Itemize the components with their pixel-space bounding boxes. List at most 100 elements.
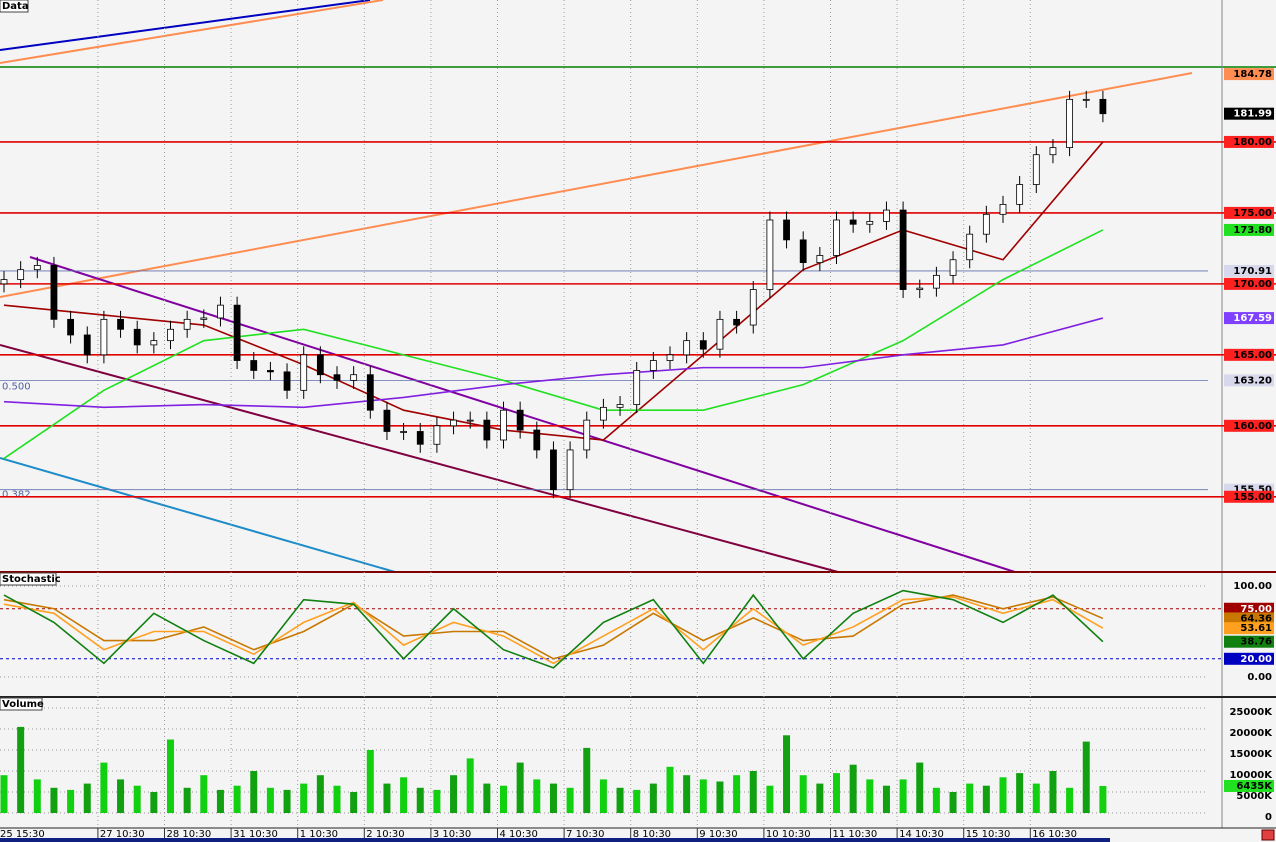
candle-body [766, 219, 774, 290]
trendline [0, 344, 839, 573]
candle-body [583, 419, 591, 451]
candle-body [217, 304, 224, 319]
bar [1099, 785, 1107, 814]
axis-label-box [1224, 419, 1274, 432]
axis-label-box [1224, 135, 1274, 148]
bar [433, 789, 441, 814]
candle-body [749, 289, 757, 326]
candle-body [866, 221, 874, 225]
candle-body [150, 340, 158, 346]
candle-body [316, 354, 324, 376]
bar [833, 773, 840, 814]
trendline [0, 0, 384, 64]
bar [117, 779, 125, 814]
candle-body [233, 304, 241, 361]
candle-body [933, 274, 940, 289]
bar [200, 775, 208, 814]
axis-label-box [1224, 264, 1274, 277]
x-tick-label: 31 10:30 [233, 829, 278, 840]
bar [616, 787, 624, 814]
candle-body [833, 219, 840, 256]
bar [300, 783, 308, 814]
candle-body [949, 259, 957, 276]
corner-button[interactable] [1261, 829, 1275, 841]
bar [1049, 771, 1057, 814]
bar [150, 792, 158, 814]
axis-label: 165.00 [1233, 350, 1272, 361]
candle-body [383, 409, 391, 432]
x-tick-label: 15 10:30 [966, 829, 1011, 840]
panel-title: Data [2, 1, 29, 12]
x-tick-label: 14 10:30 [899, 829, 944, 840]
x-tick-label: 4 10:30 [500, 829, 538, 840]
bar [450, 775, 458, 814]
bar [549, 783, 557, 814]
candle-body [916, 287, 924, 290]
bar [1082, 741, 1090, 814]
bar [949, 792, 957, 814]
bar [816, 783, 824, 814]
bar [1016, 773, 1024, 814]
candle-body [533, 429, 541, 451]
bar [716, 781, 724, 814]
candle-body [500, 409, 507, 441]
candle-body [33, 265, 41, 271]
candle-body [649, 360, 657, 371]
candle-body [133, 328, 141, 346]
bar [167, 739, 174, 814]
bar [733, 775, 741, 814]
candle-body [167, 328, 174, 342]
candle-body [899, 209, 907, 290]
candle-body [849, 219, 857, 225]
bar [966, 783, 974, 814]
bar [699, 779, 707, 814]
axis-label-box [1224, 348, 1274, 361]
bar [500, 785, 507, 814]
axis-label-box [1224, 107, 1274, 120]
bar [0, 775, 8, 814]
candle-body [516, 409, 524, 431]
candle-body [416, 431, 424, 445]
axis-label-box [1224, 277, 1274, 290]
candle-body [733, 318, 740, 326]
bar [316, 775, 324, 814]
candle-body [699, 340, 707, 350]
bar [749, 771, 757, 814]
axis-label-box [1224, 635, 1274, 648]
bar [67, 789, 75, 814]
candle-body [999, 203, 1007, 215]
bar [250, 771, 258, 814]
axis-label-box [1224, 206, 1274, 219]
y-tick-label: 10000K [1229, 770, 1273, 781]
axis-label: 75.00 [1240, 604, 1272, 615]
candle-body [982, 213, 990, 235]
bar [266, 787, 274, 814]
candle-body [1032, 154, 1040, 185]
candle-body [1082, 98, 1090, 101]
x-tick-label: 2 10:30 [366, 829, 404, 840]
bar [50, 787, 58, 814]
bar [1032, 783, 1040, 814]
candle-body [799, 239, 807, 263]
bar [383, 783, 391, 814]
time-strip [0, 838, 1110, 842]
bar [766, 785, 774, 814]
candle-body [716, 318, 724, 350]
bar [233, 785, 241, 814]
trendline [0, 72, 1193, 298]
candle-body [883, 209, 890, 222]
axis-label: 175.00 [1233, 208, 1272, 219]
trendline [0, 0, 371, 51]
axis-label-box [1224, 622, 1274, 635]
bar [83, 783, 91, 814]
bar [783, 735, 791, 814]
axis-label: 155.50 [1233, 485, 1272, 496]
x-tick-label: 10 10:30 [766, 829, 811, 840]
axis-label: 155.00 [1233, 492, 1272, 503]
x-tick-label: 8 10:30 [633, 829, 671, 840]
candle-body [400, 431, 408, 433]
candle-body [250, 360, 258, 371]
fib-label: 0.500 [2, 381, 31, 392]
candle-body [183, 318, 191, 330]
